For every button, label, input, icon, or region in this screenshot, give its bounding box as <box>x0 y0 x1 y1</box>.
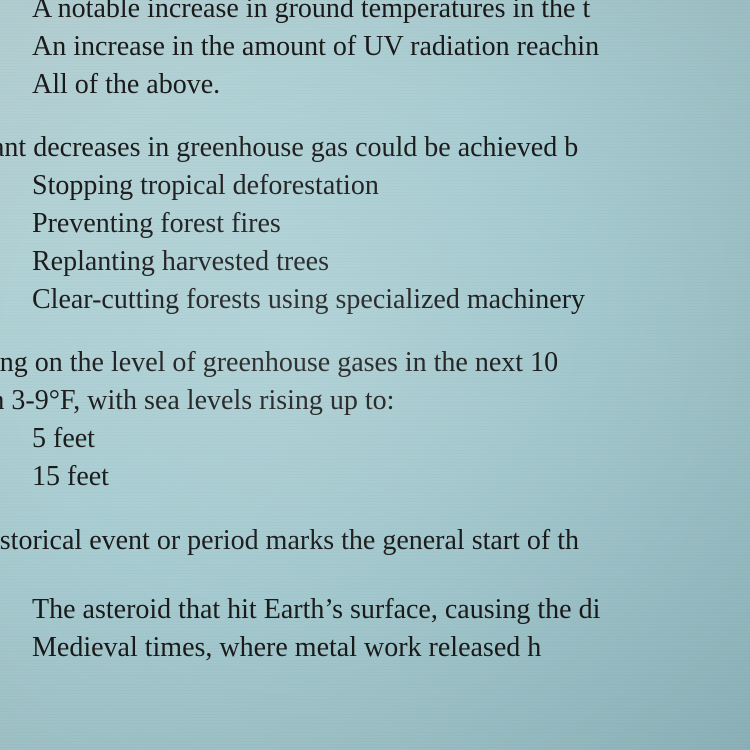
answer-option: The asteroid that hit Earth’s surface, c… <box>0 591 750 629</box>
question-stem: ant decreases in greenhouse gas could be… <box>0 129 750 167</box>
answer-option: 5 feet <box>0 420 750 458</box>
answer-option: All of the above. <box>0 66 750 104</box>
question-2: ant decreases in greenhouse gas could be… <box>0 129 750 318</box>
answer-option: A notable increase in ground temperature… <box>0 0 750 28</box>
question-1-options: A notable increase in ground temperature… <box>0 0 750 103</box>
question-4: historical event or period marks the gen… <box>0 522 750 667</box>
answer-option: An increase in the amount of UV radiatio… <box>0 28 750 66</box>
answer-option: Clear-cutting forests using specialized … <box>0 281 750 319</box>
question-stem: ding on the level of greenhouse gases in… <box>0 344 750 382</box>
question-3: ding on the level of greenhouse gases in… <box>0 344 750 495</box>
question-stem: en 3-9°F, with sea levels rising up to: <box>0 382 750 420</box>
answer-option: 15 feet <box>0 458 750 496</box>
document-page: A notable increase in ground temperature… <box>0 0 750 667</box>
answer-option: Replanting harvested trees <box>0 243 750 281</box>
answer-option: Medieval times, where metal work release… <box>0 629 750 667</box>
answer-option: Stopping tropical deforestation <box>0 167 750 205</box>
answer-option: Preventing forest fires <box>0 205 750 243</box>
question-stem: historical event or period marks the gen… <box>0 522 750 560</box>
blank-line <box>0 559 750 591</box>
